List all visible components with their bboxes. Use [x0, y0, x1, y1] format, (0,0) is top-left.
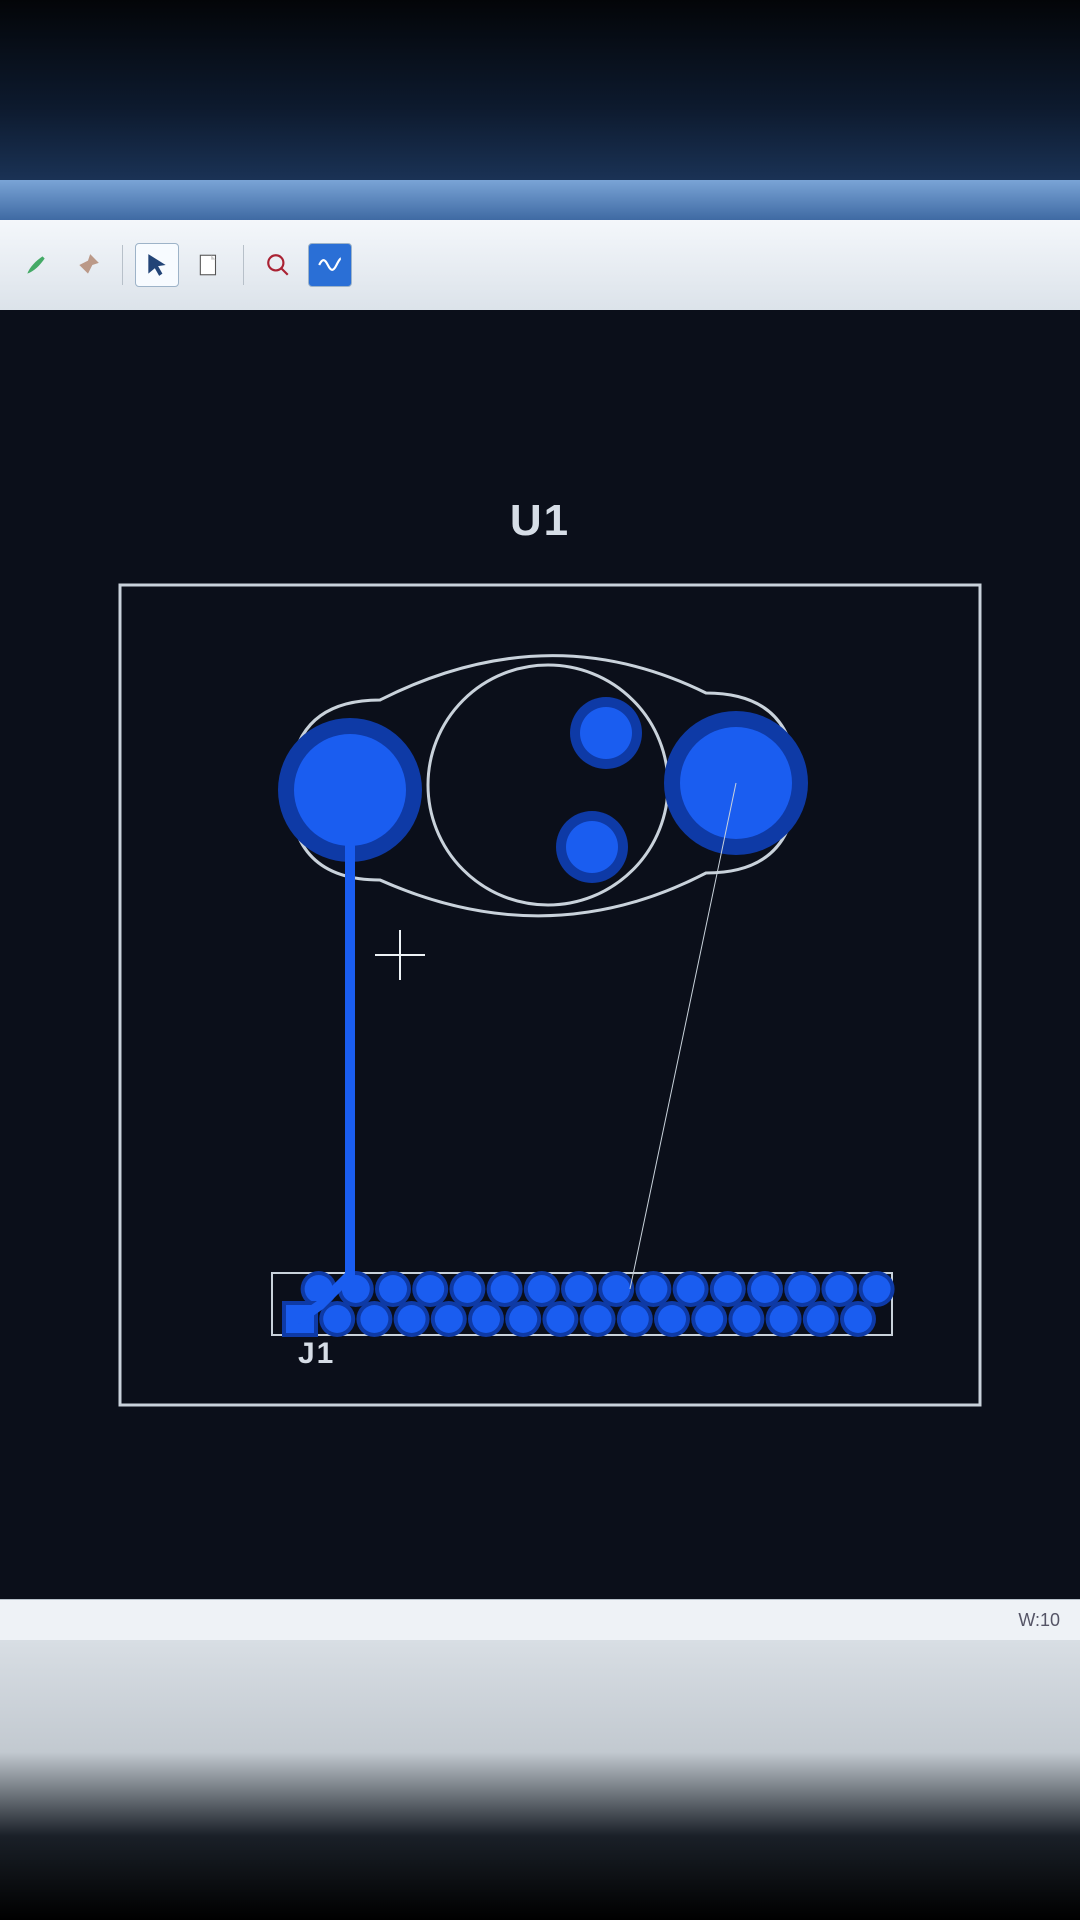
j1-pad-r1-c4 — [435, 1305, 463, 1333]
u1-mount_left-pad — [294, 734, 406, 846]
j1-pad-r1-c15 — [844, 1305, 872, 1333]
u1-pin2 — [566, 821, 618, 873]
bezel-top — [0, 0, 1080, 180]
j1-pad-r1-c3 — [398, 1305, 426, 1333]
j1-pad-r0-c8 — [602, 1275, 630, 1303]
j1-pad-r1-c10 — [658, 1305, 686, 1333]
j1-pad-r0-c4 — [453, 1275, 481, 1303]
u1-pin1 — [580, 707, 632, 759]
brush-button[interactable] — [14, 243, 58, 287]
broom-icon — [75, 252, 101, 278]
j1-pad-r1-c13 — [770, 1305, 798, 1333]
broom-button[interactable] — [66, 243, 110, 287]
j1-pad-r0-c2 — [379, 1275, 407, 1303]
j1-pad-r1-c12 — [732, 1305, 760, 1333]
status-bar: W:10 — [0, 1599, 1080, 1640]
j1-pad-r1-c11 — [695, 1305, 723, 1333]
j1-pad-r1-c1 — [323, 1305, 351, 1333]
j1-pad-r0-c15 — [863, 1275, 891, 1303]
bezel-bottom — [0, 1640, 1080, 1920]
j1-pad-r0-c6 — [528, 1275, 556, 1303]
brush-icon — [23, 252, 49, 278]
sheet-icon — [196, 252, 222, 278]
status-width: W:10 — [1018, 1610, 1060, 1631]
j1-pad-r1-c5 — [472, 1305, 500, 1333]
wave-icon — [317, 252, 343, 278]
app-window: U1 J1 W:10 — [0, 180, 1080, 1640]
window-titlebar[interactable] — [0, 180, 1080, 220]
j1-refdes: J1 — [298, 1337, 335, 1370]
j1-pad-r1-c8 — [584, 1305, 612, 1333]
toolbar-separator — [243, 245, 244, 285]
j1-pad-r0-c14 — [825, 1275, 853, 1303]
monitor-frame: U1 J1 W:10 — [0, 0, 1080, 1920]
j1-pad-r0-c11 — [714, 1275, 742, 1303]
j1-pad-r1-c2 — [360, 1305, 388, 1333]
u1-refdes: U1 — [510, 496, 570, 545]
j1-pad-r0-c3 — [416, 1275, 444, 1303]
j1-pad-r1-c6 — [509, 1305, 537, 1333]
j1-pad-r1-c9 — [621, 1305, 649, 1333]
j1-pad-r0-c12 — [751, 1275, 779, 1303]
j1-pad-r0-c5 — [491, 1275, 519, 1303]
toolbar-separator — [122, 245, 123, 285]
j1-pad-r0-c9 — [639, 1275, 667, 1303]
j1-pad-r0-c10 — [677, 1275, 705, 1303]
zoom-fit-icon — [265, 252, 291, 278]
j1-pad-r1-c7 — [546, 1305, 574, 1333]
j1-pad-r0-c13 — [788, 1275, 816, 1303]
arrow-select-icon — [144, 252, 170, 278]
select-button[interactable] — [135, 243, 179, 287]
zoom-fit-button[interactable] — [256, 243, 300, 287]
j1-pad-r1-c14 — [807, 1305, 835, 1333]
j1-pad-r0-c7 — [565, 1275, 593, 1303]
toolbar — [0, 220, 1080, 311]
pcb-svg: U1 J1 — [0, 310, 1080, 1600]
layers-button[interactable] — [187, 243, 231, 287]
pcb-canvas[interactable]: U1 J1 — [0, 310, 1080, 1600]
wave-button[interactable] — [308, 243, 352, 287]
